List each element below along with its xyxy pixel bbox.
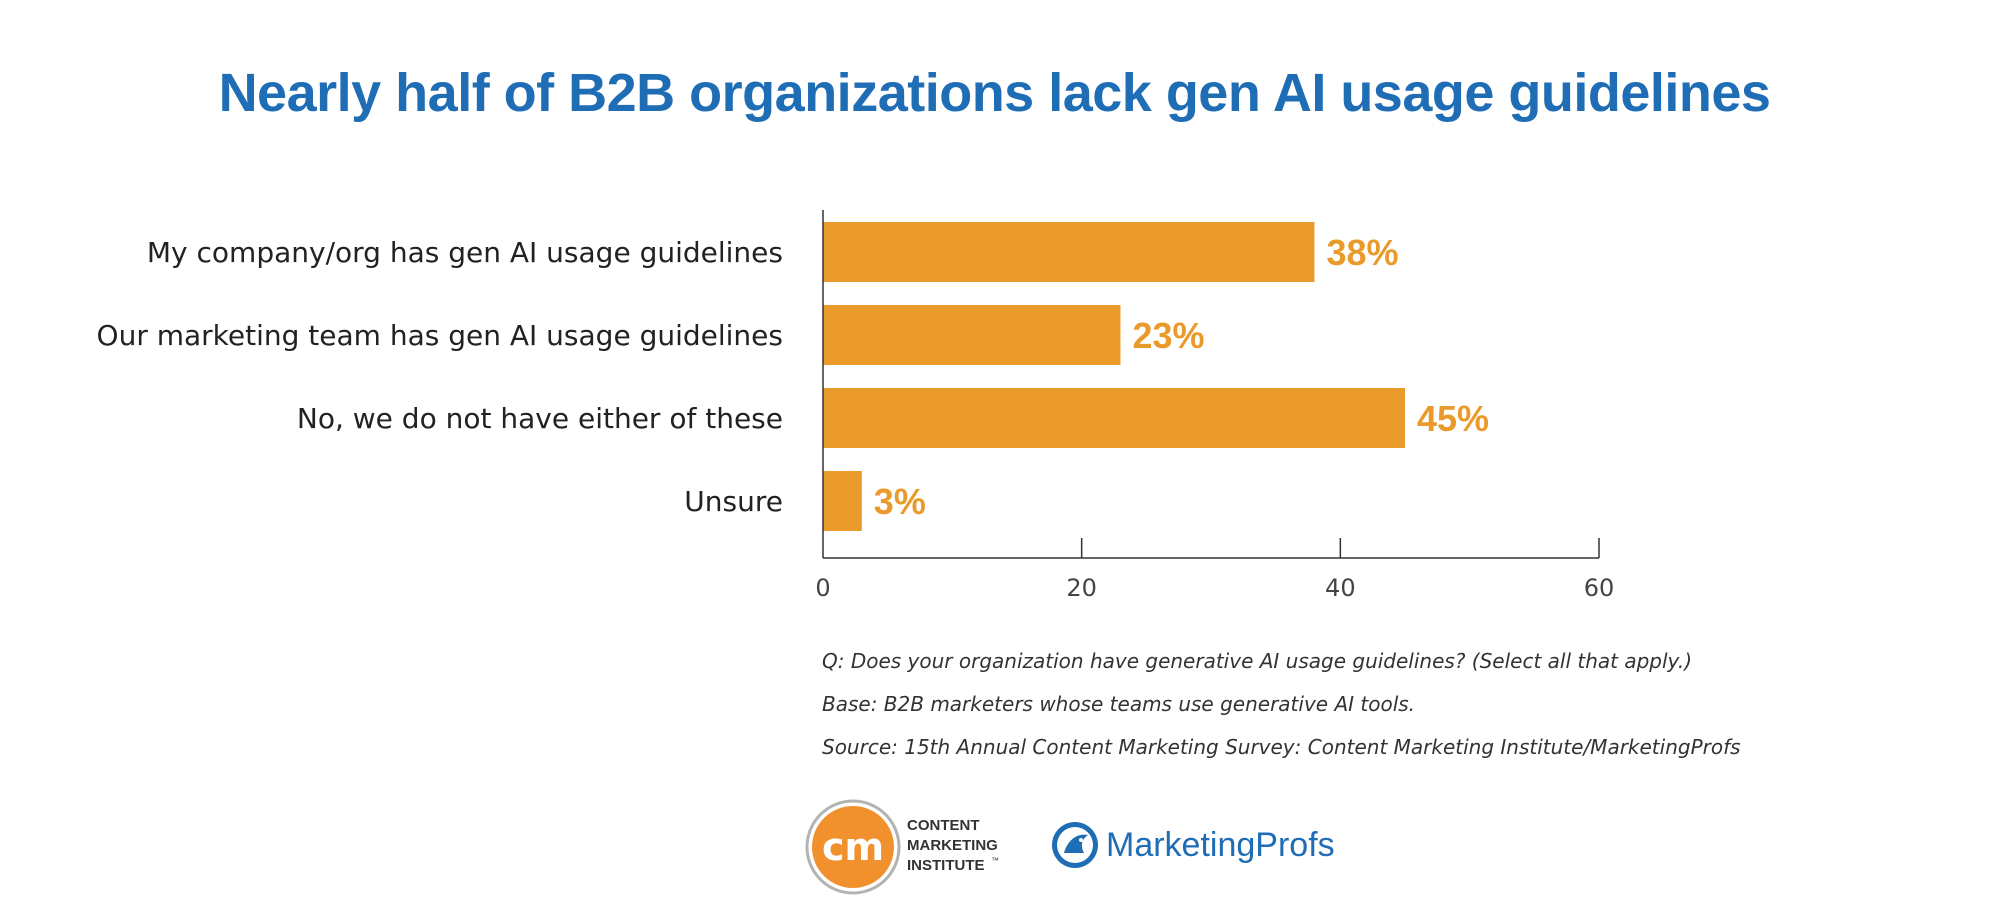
axes: 0 20 40 60 — [815, 210, 1614, 602]
cmi-line3: INSTITUTE — [907, 857, 985, 874]
content-marketing-institute-logo: cm CONTENT MARKETING INSTITUTE ™ — [805, 799, 999, 895]
base-note: Base: B2B marketers whose teams use gene… — [822, 692, 1416, 716]
cmi-mark: cm — [822, 825, 884, 869]
question-note: Q: Does your organization have generativ… — [822, 649, 1692, 673]
data-label: 3% — [874, 481, 926, 522]
data-label: 38% — [1326, 232, 1398, 273]
category-labels: My company/org has gen AI usage guidelin… — [97, 236, 783, 518]
bar — [823, 471, 862, 531]
chart-title: Nearly half of B2B organizations lack ge… — [218, 63, 1771, 123]
cmi-line1: CONTENT — [907, 817, 980, 834]
cmi-tm: ™ — [991, 856, 999, 865]
x-tick-label: 40 — [1325, 574, 1356, 602]
marketingprofs-wordmark: MarketingProfs — [1106, 826, 1335, 864]
data-labels: 38% 23% 45% 3% — [874, 232, 1489, 522]
bar — [823, 305, 1121, 365]
x-tick-label: 20 — [1066, 574, 1097, 602]
bar-chart: My company/org has gen AI usage guidelin… — [97, 210, 1614, 602]
data-label: 45% — [1417, 398, 1489, 439]
x-tick-label: 0 — [815, 574, 830, 602]
category-label: Unsure — [684, 485, 783, 518]
source-note: Source: 15th Annual Content Marketing Su… — [822, 735, 1741, 759]
data-label: 23% — [1132, 315, 1204, 356]
bar — [823, 388, 1405, 448]
bars — [823, 222, 1405, 531]
category-label: No, we do not have either of these — [297, 402, 783, 435]
bird-eye-icon — [1079, 838, 1083, 842]
cmi-line2: MARKETING — [907, 837, 998, 854]
x-tick-label: 60 — [1584, 574, 1615, 602]
bar — [823, 222, 1315, 282]
category-label: Our marketing team has gen AI usage guid… — [97, 319, 783, 352]
marketingprofs-logo: MarketingProfs — [1052, 822, 1335, 868]
chart-notes: Q: Does your organization have generativ… — [822, 640, 1741, 769]
category-label: My company/org has gen AI usage guidelin… — [147, 236, 783, 269]
cmi-circle — [812, 806, 894, 888]
